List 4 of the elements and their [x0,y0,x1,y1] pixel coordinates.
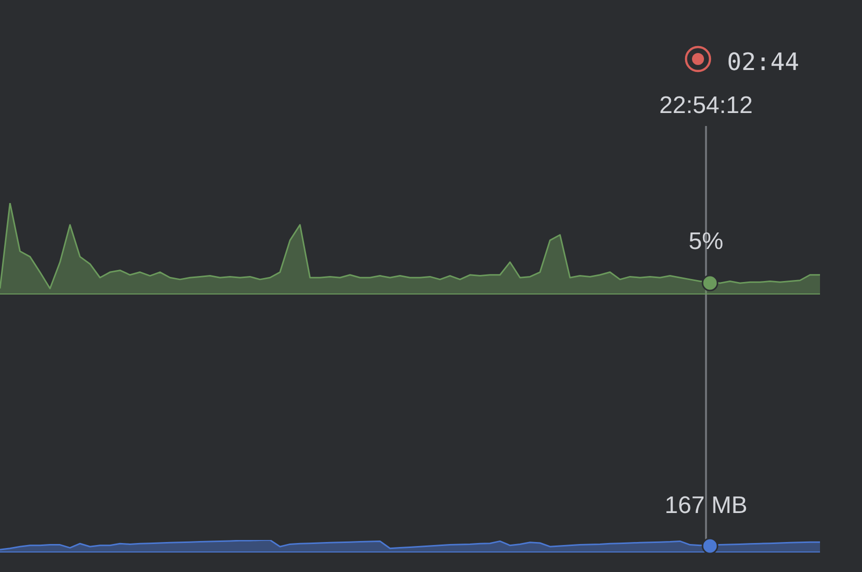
text: 167 MB [664,492,748,520]
annotation: 5% [688,228,724,256]
text: 02:44 [727,48,800,76]
text: 22:54:12 [658,92,754,120]
